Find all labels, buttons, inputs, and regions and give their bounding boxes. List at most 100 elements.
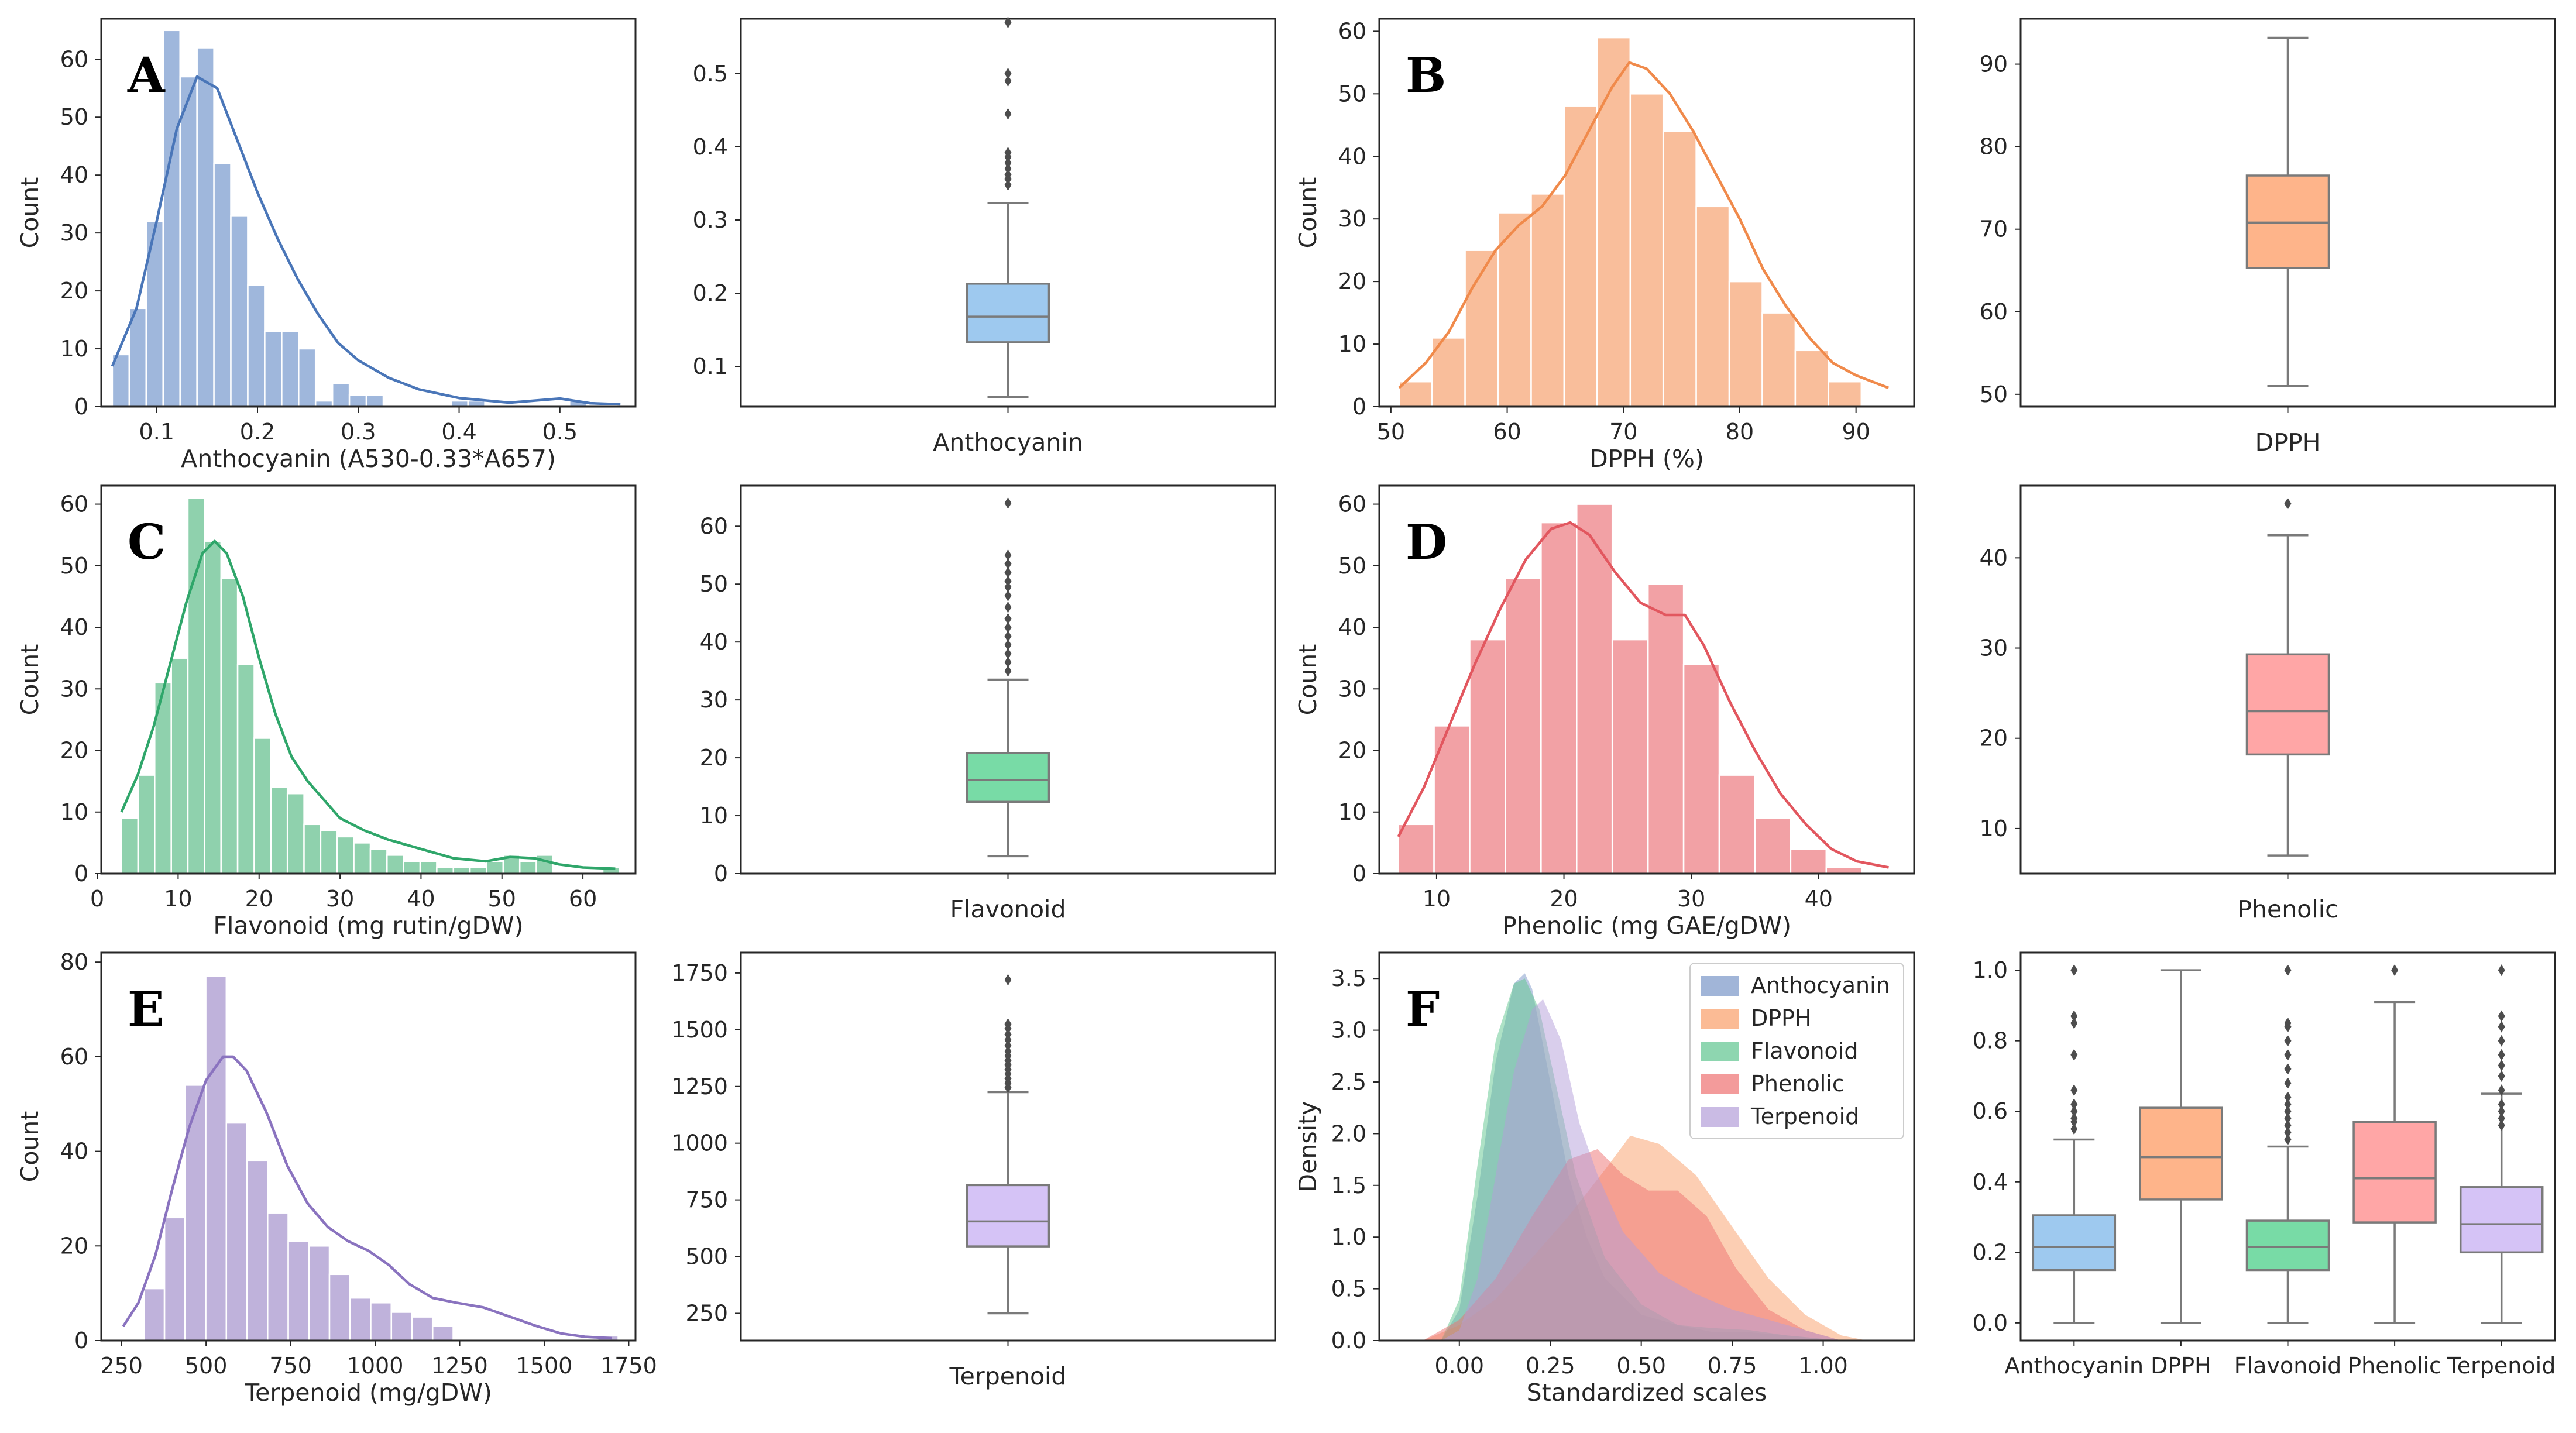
outlier-point: [1004, 630, 1012, 642]
y-tick-label: 20: [700, 745, 728, 771]
outlier-point: [1004, 590, 1012, 602]
outlier-point: [2498, 1010, 2505, 1022]
x-tick-label: 40: [1805, 886, 1833, 912]
outlier-point: [2284, 1049, 2292, 1061]
y-tick-label: 0: [1352, 861, 1366, 886]
outlier-point: [2284, 1119, 2292, 1132]
histogram-bar: [213, 163, 232, 408]
histogram-bar: [1611, 638, 1649, 875]
density-areas: [1423, 973, 1867, 1341]
outlier-point: [2284, 1126, 2292, 1139]
outlier-point: [2070, 1049, 2078, 1061]
histogram-bar: [267, 1212, 289, 1342]
x-tick-label: Flavonoid: [2234, 1353, 2341, 1379]
panel-label: D: [1406, 514, 1447, 571]
panel-box_all_standardized: Anthocyanin DPPH Flavonoid Phenolic Terpenoi…: [1973, 951, 2556, 1379]
histogram-bar: [230, 215, 249, 408]
histogram-bar: [331, 383, 351, 408]
y-tick-label: 2.0: [1331, 1121, 1366, 1146]
x-tick-label: Phenolic: [2348, 1353, 2441, 1379]
histogram-bar: [145, 221, 164, 408]
y-tick-label: 500: [685, 1244, 728, 1270]
y-tick-label: 30: [60, 676, 88, 702]
y-tick-label: 40: [60, 162, 88, 188]
y-tick-label: 40: [1338, 143, 1366, 169]
outlier-point: [2391, 964, 2399, 977]
histogram-bar: [270, 786, 288, 875]
outlier-point: [1004, 648, 1012, 659]
histogram-bar: [308, 1245, 331, 1342]
histogram-bar: [1754, 817, 1792, 875]
histogram-bar: [518, 860, 537, 875]
histogram-bars: [1398, 36, 1863, 408]
y-tick-label: 0.0: [1973, 1310, 2008, 1336]
histogram-bar: [328, 1273, 351, 1342]
y-tick-label: 10: [60, 336, 88, 362]
histogram-bar: [348, 394, 367, 408]
outlier-point: [2284, 1063, 2292, 1075]
box-iqr: [2352, 1121, 2437, 1224]
histogram-bar: [1540, 521, 1578, 875]
histogram-bar: [365, 394, 384, 408]
outlier-point: [1004, 621, 1012, 634]
y-tick-label: 1500: [671, 1017, 728, 1043]
x-tick-label: 80: [1726, 419, 1754, 445]
histogram-bar: [1825, 867, 1863, 875]
panel-hist_terpenoid: 250 500 750 1000 1250 1500 1750 0 20 40 60 80 Terpen…: [16, 949, 657, 1407]
histogram-bar: [205, 975, 228, 1342]
y-tick-label: 1000: [671, 1130, 728, 1156]
y-tick-label: 0: [74, 1328, 88, 1353]
panel-hist_dpph: 50 60 70 80 90 0 10 20 30 40 50 60 DPPH (%) Count B: [1294, 18, 1915, 473]
kde-line: [1397, 521, 1889, 869]
y-tick-label: 0: [74, 394, 88, 420]
outlier-point: [1004, 16, 1012, 29]
panel-box_anthocyanin: 0.1 0.2 0.3 0.4 0.5 Anthocyanin: [693, 16, 1276, 456]
x-tick-label: Anthocyanin: [2004, 1353, 2144, 1379]
y-tick-label: 0.8: [1973, 1028, 2008, 1054]
outlier-point: [2070, 964, 2078, 977]
x-tick-label: 0: [90, 886, 104, 912]
histogram-bar: [1464, 249, 1499, 408]
y-tick-label: 20: [60, 278, 88, 304]
box-terpenoid: [2459, 964, 2544, 1324]
outlier-point: [2284, 1105, 2292, 1118]
legend: Anthocyanin DPPH Flavonoid Phenolic Terpenoi…: [1689, 963, 1904, 1139]
y-tick-label: 1250: [671, 1074, 728, 1099]
y-tick-label: 40: [1980, 545, 2008, 571]
outlier-point: [1004, 549, 1012, 561]
y-tick-label: 1.0: [1973, 957, 2008, 983]
x-tick-label: 0.2: [240, 419, 275, 445]
kde-line: [111, 75, 621, 406]
histogram-bar: [436, 867, 455, 875]
y-tick-label: 3.5: [1331, 965, 1366, 991]
kde-line: [120, 539, 616, 870]
outlier-point: [1004, 566, 1012, 579]
outlier-point: [1004, 601, 1012, 613]
y-tick-label: 10: [1980, 816, 2008, 841]
outlier-point: [1004, 108, 1012, 120]
histogram-bar: [162, 29, 181, 408]
histogram-bar: [386, 854, 404, 875]
outlier-point: [2498, 1059, 2505, 1071]
y-tick-label: 0.5: [1331, 1276, 1366, 1302]
x-tick-label: 70: [1609, 419, 1637, 445]
panel-box_phenolic: 10 20 30 40 Phenolic: [1980, 484, 2556, 923]
histogram-bar: [353, 842, 372, 875]
y-tick-label: 20: [1338, 738, 1366, 764]
histogram-bar: [1398, 380, 1433, 408]
y-tick-label: 750: [685, 1187, 728, 1213]
outlier-point: [1004, 639, 1012, 651]
y-tick-label: 30: [60, 220, 88, 246]
panel-box_dpph: 50 60 70 80 90 DPPH: [1980, 18, 2556, 456]
panel-hist_anthocyanin: 0.1 0.2 0.3 0.4 0.5 0 10 20 30 40 50 60 Anthocyanin …: [16, 18, 637, 473]
y-tick-label: 50: [60, 104, 88, 130]
box-iqr: [966, 1184, 1050, 1248]
outlier-point: [2498, 1049, 2505, 1061]
x-axis-label: Anthocyanin (A530-0.33*A657): [181, 445, 556, 473]
x-tick-label: 50: [1377, 419, 1405, 445]
outlier-point: [2498, 1070, 2505, 1082]
legend-swatch-flavonoid: [1701, 1042, 1739, 1061]
x-tick-label: 0.75: [1708, 1353, 1757, 1379]
x-tick-label: 0.50: [1616, 1353, 1666, 1379]
outlier-point: [2498, 964, 2505, 977]
